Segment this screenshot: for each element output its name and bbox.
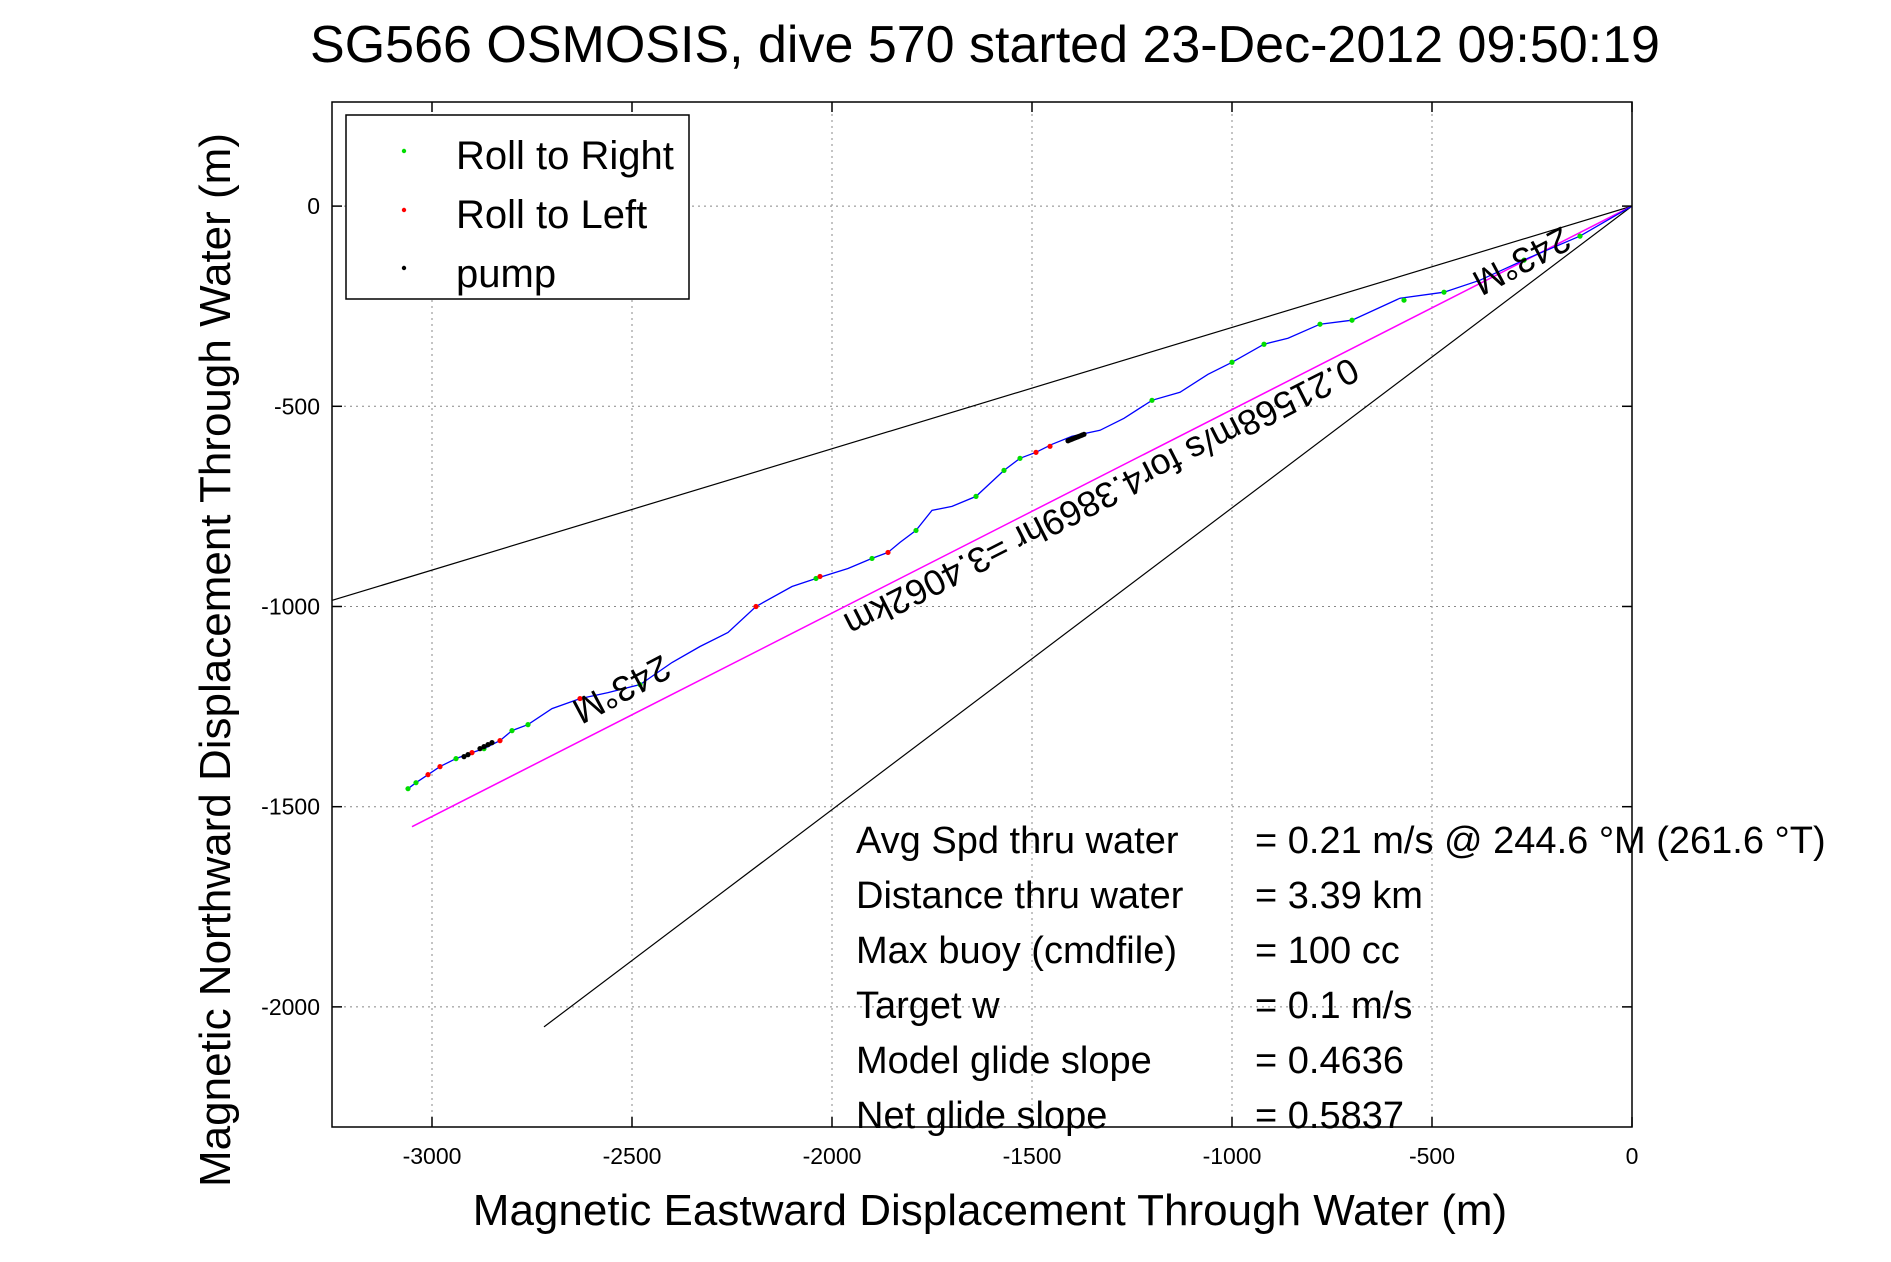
plot-annotation: 0.21568m/s for4.3869hr =3.4062km (838, 350, 1366, 646)
pump-point (489, 740, 495, 746)
roll-right-point (1149, 397, 1155, 403)
roll-right-point (1317, 321, 1323, 327)
stat-value: = 0.1 m/s (1255, 985, 1412, 1027)
legend: Roll to Right Roll to Left pump (345, 114, 690, 300)
chart-title: SG566 OSMOSIS, dive 570 started 23-Dec-2… (310, 16, 1660, 74)
roll-left-point (425, 772, 431, 778)
roll-right-point (1349, 317, 1355, 323)
x-tick-label: -1500 (1003, 1143, 1062, 1169)
roll-right-point (1001, 467, 1007, 473)
stat-label: Distance thru water (856, 875, 1184, 917)
x-tick-label: -2500 (603, 1143, 662, 1169)
legend-marker-roll-left (401, 207, 407, 213)
stat-value: = 0.21 m/s @ 244.6 °M (261.6 °T) (1255, 820, 1826, 862)
legend-marker-pump (401, 265, 407, 271)
pump-point (477, 746, 483, 752)
plot-frame (331, 101, 1633, 1128)
pump-point (485, 742, 491, 748)
y-tick-label: -1000 (261, 593, 320, 619)
x-tick-label: -500 (1409, 1143, 1455, 1169)
roll-right-point (405, 786, 411, 792)
cone-line (332, 205, 1632, 602)
roll-left-point (753, 603, 759, 610)
stat-value: = 0.5837 (1255, 1095, 1404, 1137)
stats-block: Avg Spd thru water = 0.21 m/s @ 244.6 °M… (856, 820, 1826, 1137)
roll-right-point (1521, 257, 1527, 263)
pump-point (461, 754, 467, 760)
y-tick-label: -1500 (261, 794, 320, 820)
pump-point (1065, 438, 1071, 444)
stat-label: Target w (856, 985, 1000, 1027)
legend-marker-roll-right (401, 148, 407, 154)
pump-point (481, 744, 487, 750)
roll-right-point (869, 555, 875, 562)
annotations: 243°M0.21568m/s for4.3869hr =3.4062km243… (566, 219, 1577, 733)
stat-label: Net glide slope (856, 1095, 1107, 1137)
roll-right-point (813, 575, 819, 582)
roll-right-point (1441, 289, 1447, 295)
roll-right-point (1577, 233, 1583, 239)
heading-line-segment (411, 205, 1633, 828)
heading-cone (332, 205, 1632, 1028)
stat-value: = 100 cc (1255, 930, 1400, 972)
roll-left-point (817, 573, 823, 580)
y-axis-label: Magnetic Northward Displacement Through … (191, 133, 240, 1187)
stat-label: Avg Spd thru water (856, 820, 1179, 862)
heading-line (411, 205, 1633, 828)
plot-annotation: 243°M (1466, 219, 1577, 304)
roll-right-point (913, 527, 919, 534)
y-tick-label: -2000 (261, 994, 320, 1020)
roll-left-point (469, 750, 475, 756)
roll-left-point (497, 738, 503, 744)
roll-left-point (885, 549, 891, 556)
roll-right-point (973, 493, 979, 499)
x-tick-label: -2000 (803, 1143, 862, 1169)
y-tick-label: -500 (274, 393, 320, 419)
stat-label: Model glide slope (856, 1040, 1152, 1082)
legend-label-roll-left: Roll to Left (456, 193, 647, 237)
roll-right-point (1261, 341, 1267, 347)
pump-point (465, 752, 471, 758)
roll-right-point (453, 756, 459, 762)
y-tick-label: 0 (307, 193, 320, 219)
x-tick-label: 0 (1626, 1143, 1639, 1169)
roll-right-point (637, 681, 643, 688)
roll-right-point (413, 780, 419, 786)
stat-value: = 3.39 km (1255, 875, 1423, 917)
roll-right-point (1017, 455, 1023, 461)
stat-label: Max buoy (cmdfile) (856, 930, 1177, 972)
roll-right-point (1229, 359, 1235, 365)
axis-ticks: -3000 -2500 -2000 -1500 -1000 -500 0 0 -500 -1000… (261, 102, 1638, 1169)
roll-left-point (437, 764, 443, 770)
roll-right-point (509, 728, 515, 734)
roll-right-point (525, 722, 531, 728)
x-axis-label: Magnetic Eastward Displacement Through W… (473, 1186, 1507, 1235)
roll-left-point (577, 695, 583, 702)
roll-left-point (1033, 449, 1039, 455)
legend-label-pump: pump (456, 252, 556, 296)
x-tick-label: -3000 (403, 1143, 462, 1169)
stat-value: = 0.4636 (1255, 1040, 1404, 1082)
event-markers (405, 233, 1583, 792)
cone-line (543, 205, 1632, 1028)
roll-right-point (1401, 297, 1407, 303)
roll-left-point (1047, 443, 1053, 449)
x-tick-label: -1000 (1203, 1143, 1262, 1169)
legend-label-roll-right: Roll to Right (456, 134, 674, 178)
